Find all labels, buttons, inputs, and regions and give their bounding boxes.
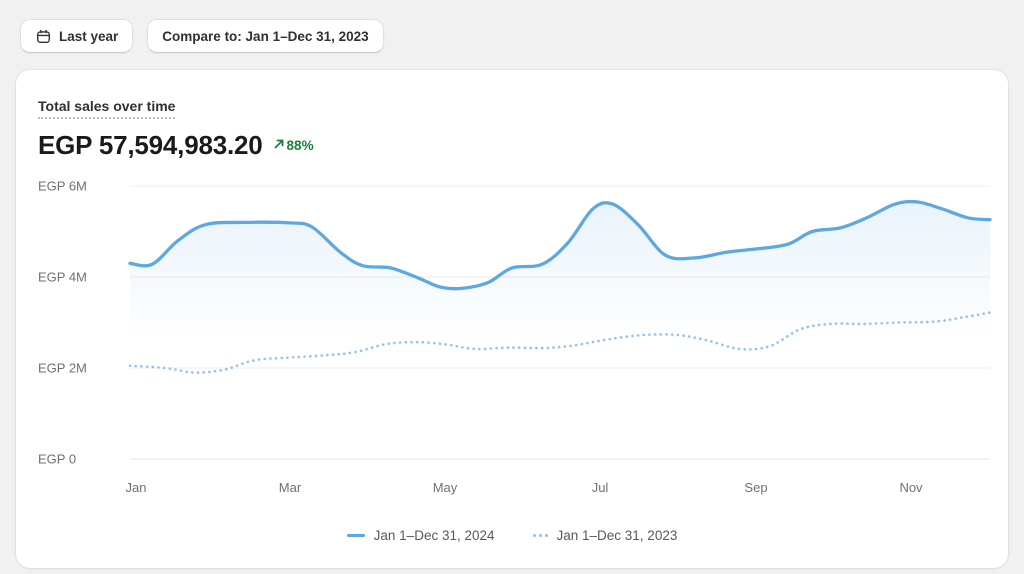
date-range-label: Last year	[59, 28, 119, 44]
legend-solid-line-swatch	[346, 533, 365, 537]
change-badge: 88%	[273, 138, 314, 153]
metric-row: EGP 57,594,983.20 88%	[38, 130, 314, 161]
compare-to-label: Compare to: Jan 1–Dec 31, 2023	[162, 28, 369, 44]
total-sales-card: Total sales over time EGP 57,594,983.20 …	[16, 70, 1008, 568]
x-axis-label-jul: Jul	[591, 480, 609, 495]
toolbar: Last year Compare to: Jan 1–Dec 31, 2023	[20, 19, 384, 53]
date-range-button[interactable]: Last year	[20, 19, 134, 53]
x-axis-label-jan: Jan	[125, 480, 147, 495]
y-axis-label-6m: EGP 6M	[38, 178, 87, 194]
calendar-icon	[35, 28, 52, 45]
legend-dotted-line-swatch	[532, 533, 536, 537]
legend-item-2023: Jan 1–Dec 31, 2023	[532, 527, 678, 543]
y-axis-label-0: EGP 0	[38, 451, 77, 467]
legend-label-2024: Jan 1–Dec 31, 2024	[373, 527, 495, 543]
compare-to-button[interactable]: Compare to: Jan 1–Dec 31, 2023	[147, 19, 384, 53]
x-axis-label-sep: Sep	[744, 480, 768, 495]
legend-item-2024: Jan 1–Dec 31, 2024	[346, 527, 495, 543]
change-percent: 88%	[286, 138, 314, 153]
sales-line-chart[interactable]	[16, 70, 1008, 510]
y-axis-label-4m: EGP 4M	[38, 269, 87, 285]
chart-legend: Jan 1–Dec 31, 2024 Jan 1–Dec 31, 2023	[16, 522, 1008, 548]
x-axis-label-nov: Nov	[899, 480, 923, 495]
x-axis-label-may: May	[432, 480, 458, 495]
legend-label-2023: Jan 1–Dec 31, 2023	[556, 527, 678, 543]
trend-up-arrow-icon	[273, 138, 285, 153]
total-sales-value: EGP 57,594,983.20	[38, 130, 263, 160]
card-title[interactable]: Total sales over time	[38, 98, 176, 119]
area-fill-2024	[130, 201, 990, 342]
y-axis-label-2m: EGP 2M	[38, 360, 87, 376]
line-2023-dotted	[128, 311, 992, 374]
x-axis-label-mar: Mar	[278, 480, 302, 495]
line-2024-solid	[128, 199, 992, 291]
